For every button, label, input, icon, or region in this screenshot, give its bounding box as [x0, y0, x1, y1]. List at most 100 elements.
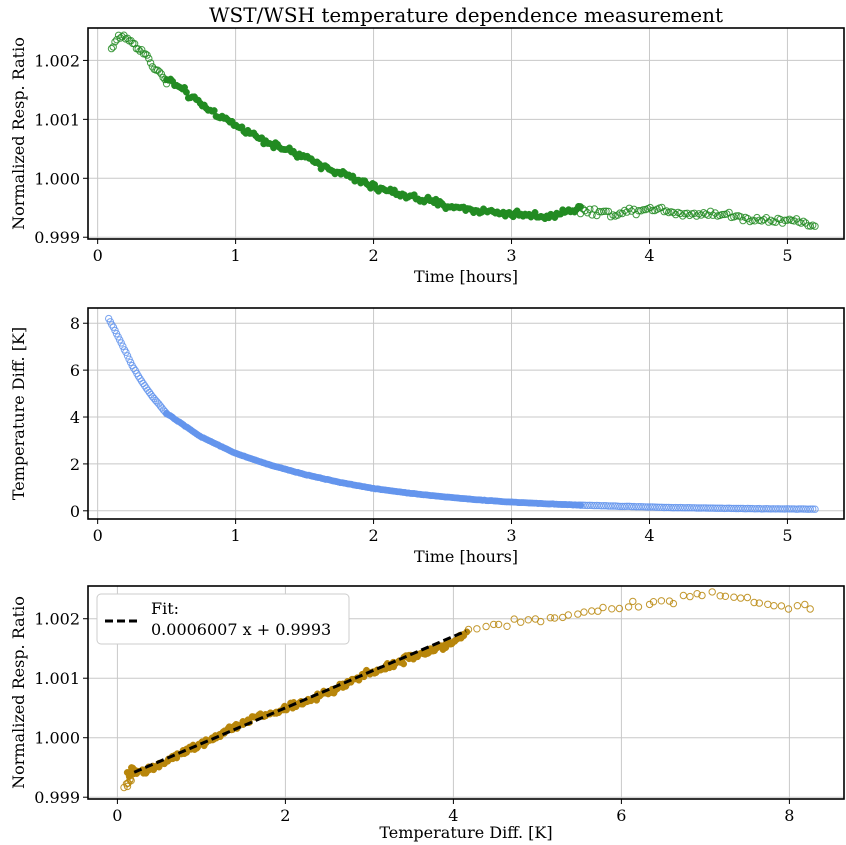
- y-tick-label: 0.999: [34, 228, 80, 247]
- data-point: [784, 605, 793, 613]
- x-tick-label: 1: [231, 526, 241, 545]
- data-point: [473, 625, 481, 633]
- data-point: [602, 502, 610, 510]
- data-point: [672, 503, 680, 512]
- data-point: [685, 504, 694, 512]
- data-point: [743, 593, 752, 602]
- figure-title: WST/WSH temperature dependence measureme…: [209, 3, 723, 27]
- data-point: [583, 501, 592, 510]
- data-point: [669, 208, 678, 217]
- data-point: [793, 602, 802, 610]
- data-point: [778, 505, 787, 513]
- data-point: [581, 206, 589, 215]
- data-point: [697, 504, 705, 512]
- data-point: [774, 505, 782, 513]
- grid: [88, 28, 844, 239]
- data-point: [546, 614, 555, 622]
- data-point: [692, 212, 701, 220]
- data-point: [646, 503, 654, 511]
- data-point: [143, 51, 151, 59]
- data-point: [111, 38, 119, 46]
- data-point: [693, 590, 701, 598]
- data-point: [737, 594, 745, 602]
- data-point: [634, 603, 643, 611]
- data-point: [588, 501, 596, 510]
- x-tick-label: 3: [506, 246, 516, 265]
- x-tick-label: 3: [506, 526, 516, 545]
- data-point: [797, 505, 805, 513]
- data-point: [762, 505, 770, 513]
- data-point: [753, 505, 761, 513]
- data-point: [627, 207, 636, 215]
- data-point: [141, 50, 150, 58]
- data-point: [755, 504, 763, 513]
- data-point: [616, 502, 624, 511]
- data-point: [574, 610, 582, 618]
- plot-frame: [87, 27, 845, 240]
- data-point: [597, 502, 606, 510]
- grid: [88, 308, 844, 519]
- data-point: [681, 209, 689, 218]
- data-point: [510, 615, 518, 623]
- data-point: [600, 502, 608, 510]
- data-point: [744, 504, 752, 513]
- data-point: [122, 348, 130, 356]
- y-tick-label: 1.001: [34, 110, 80, 129]
- data-point: [718, 210, 726, 219]
- data-point: [757, 505, 766, 513]
- data-point: [629, 597, 637, 606]
- data-point: [618, 502, 626, 511]
- data-point: [620, 502, 629, 511]
- data-point: [632, 210, 640, 219]
- data-point: [737, 504, 745, 513]
- data-point: [732, 504, 740, 513]
- data-point: [503, 622, 511, 630]
- data-point: [113, 36, 121, 44]
- data-point: [771, 505, 780, 513]
- data-point: [111, 326, 119, 335]
- data-point: [651, 503, 659, 511]
- data-point: [648, 503, 657, 511]
- x-tick-label: 6: [616, 806, 626, 825]
- data-point: [634, 503, 643, 511]
- data-point: [764, 218, 773, 226]
- data-point: [657, 597, 666, 605]
- data-point: [764, 600, 772, 608]
- data-point: [130, 364, 138, 372]
- data-point: [725, 504, 733, 512]
- data-point: [764, 505, 773, 513]
- data-point: [688, 504, 696, 512]
- data-point: [706, 207, 715, 216]
- data-point: [676, 503, 685, 512]
- data-point: [590, 501, 599, 510]
- data-point: [586, 501, 594, 509]
- data-point: [490, 620, 498, 629]
- data-point: [741, 505, 750, 513]
- data-point: [609, 502, 617, 510]
- tick-labels: 0 1 2 3 4 5 0.999 1.000 1.001 1.002: [34, 51, 792, 265]
- data-point: [614, 502, 622, 510]
- data-point: [681, 504, 689, 512]
- data-point: [709, 211, 717, 219]
- data-point: [723, 504, 731, 512]
- data-point: [806, 505, 815, 513]
- data-point: [781, 216, 789, 225]
- data-point: [776, 215, 784, 224]
- data-point: [792, 505, 801, 513]
- data-point: [123, 782, 132, 791]
- data-point: [623, 208, 631, 216]
- y-tick-label: 0.999: [34, 788, 80, 807]
- data-point: [576, 501, 585, 509]
- data-point: [806, 605, 814, 613]
- data-point: [737, 213, 745, 221]
- data-point: [755, 599, 763, 607]
- x-tick-label: 4: [644, 246, 654, 265]
- data-point: [607, 213, 615, 221]
- x-tick-label: 0: [112, 806, 122, 825]
- data-point: [644, 503, 652, 511]
- data-point: [632, 503, 640, 511]
- data-point: [138, 46, 146, 54]
- data-point: [716, 504, 724, 512]
- x-axis-label: Time [hours]: [414, 267, 518, 286]
- data-point: [400, 660, 408, 668]
